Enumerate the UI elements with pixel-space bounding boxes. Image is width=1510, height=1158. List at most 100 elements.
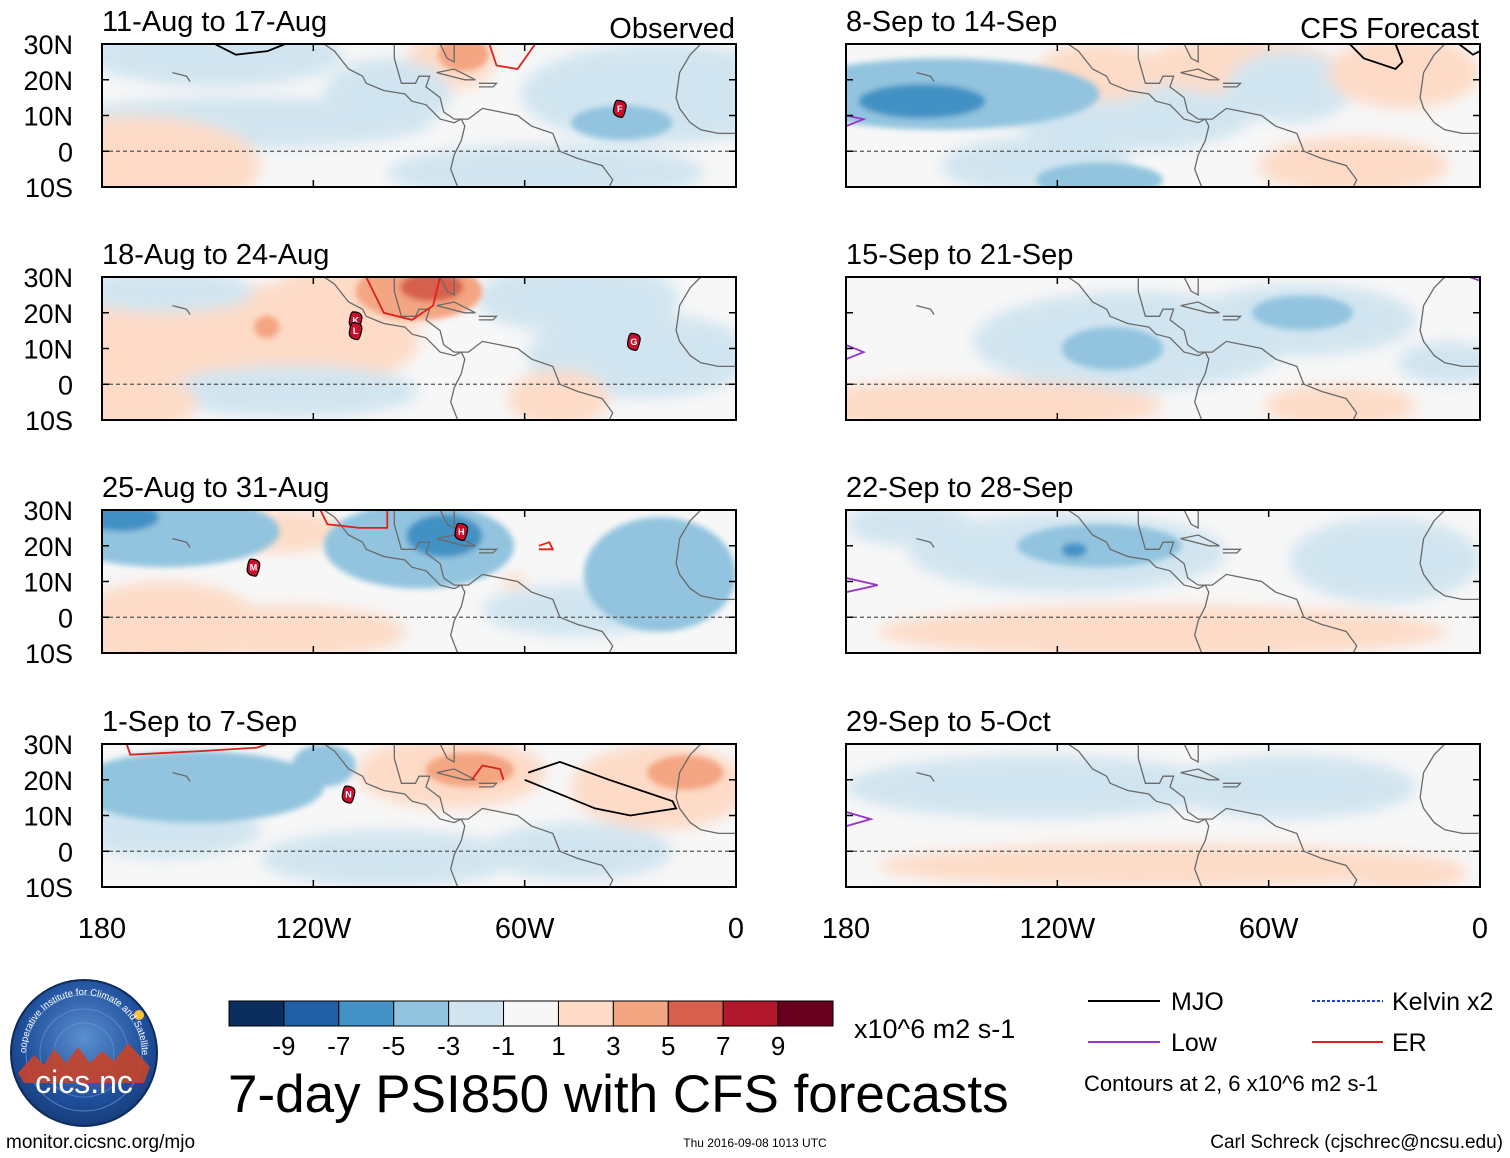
y-tick-label: 10N <box>23 802 73 832</box>
coastline <box>436 534 476 547</box>
anomaly-area <box>254 315 280 339</box>
coastline <box>916 71 935 82</box>
anomaly-area <box>1017 524 1183 568</box>
colorbar-tick-label: 9 <box>771 1031 785 1061</box>
storm-marker: G <box>626 332 641 351</box>
y-tick-label: 10S <box>25 639 73 669</box>
anomaly-area <box>647 755 724 790</box>
anomaly-area <box>178 605 407 653</box>
y-tick-label: 10S <box>25 406 73 436</box>
anomaly-area <box>102 510 160 532</box>
coastline <box>1137 744 1358 887</box>
coastline <box>675 44 736 135</box>
coastline <box>1180 301 1220 314</box>
coastline <box>393 277 614 420</box>
anomaly-area <box>858 84 986 119</box>
coastline <box>675 277 736 368</box>
wave-contour <box>846 577 878 594</box>
coastline <box>916 304 935 315</box>
anomaly-area <box>406 514 483 558</box>
wave-contour <box>846 344 866 361</box>
logo-text: cics.nc <box>35 1064 133 1100</box>
panel-title: 25-Aug to 31-Aug <box>102 472 329 504</box>
legend-label-kelvin: Kelvin x2 <box>1392 988 1493 1016</box>
panel-title: 18-Aug to 24-Aug <box>102 239 329 271</box>
anomaly-area <box>501 574 527 589</box>
coastline <box>393 510 614 653</box>
wave-contour <box>538 541 555 551</box>
anomaly-area <box>1163 755 1417 819</box>
coastline <box>436 301 476 314</box>
y-tick-label: 0 <box>58 137 73 167</box>
coastline <box>1180 68 1220 81</box>
anomaly-area <box>1289 517 1480 603</box>
coastline <box>436 68 476 81</box>
wave-contour <box>846 811 874 828</box>
storm-marker: M <box>246 558 261 577</box>
anomaly-area <box>165 365 419 418</box>
anomaly-area <box>260 829 515 887</box>
anomaly-area <box>399 277 464 302</box>
y-tick-label: 0 <box>58 370 73 400</box>
storm-icon <box>612 99 627 118</box>
y-tick-label: 20N <box>23 766 73 796</box>
colorbar-tick-label: -9 <box>272 1031 295 1061</box>
storm-icon <box>454 522 469 542</box>
coastline <box>393 744 614 887</box>
coastline <box>478 82 499 88</box>
colorbar-swatch <box>228 1000 285 1027</box>
anomaly-area <box>877 605 1449 653</box>
anomaly-area <box>1061 542 1087 558</box>
wave-contour <box>1349 44 1404 71</box>
cics-logo: Cooperative Institute for Climate and Sa… <box>10 979 158 1127</box>
anomaly-area <box>507 369 610 420</box>
coastline <box>1137 277 1358 420</box>
coastline <box>323 744 466 887</box>
y-tick-label: 20N <box>23 66 73 96</box>
y-tick-label: 30N <box>23 496 73 526</box>
coastline <box>1222 548 1243 554</box>
storm-icon <box>341 785 356 804</box>
y-tick-label: 30N <box>23 263 73 293</box>
colorbar-tick-label: 3 <box>606 1031 620 1061</box>
coastline <box>1419 744 1480 835</box>
coastline <box>323 510 466 653</box>
coastline <box>1183 44 1199 63</box>
colorbar-swatch <box>612 1000 669 1027</box>
coastline <box>1067 744 1210 887</box>
contour-legend: MJO Kelvin x2 Low ER Contours at 2, 6 x1… <box>1084 988 1493 1096</box>
wave-contour <box>319 510 389 529</box>
storm-letter: N <box>345 790 352 800</box>
anomaly-area <box>438 44 489 72</box>
panel-title: 1-Sep to 7-Sep <box>102 706 297 738</box>
anomaly-area <box>102 374 198 420</box>
coastline <box>439 44 455 63</box>
anomaly-area <box>1264 384 1417 420</box>
storm-letter: L <box>353 326 359 336</box>
storm-letter: F <box>617 104 623 114</box>
anomaly-area <box>1036 162 1163 187</box>
coastline <box>1067 44 1210 187</box>
coastline <box>1419 510 1480 601</box>
storm-letter: H <box>458 527 465 537</box>
colorbar-swatch <box>503 1000 559 1027</box>
colorbar-swatch <box>777 1000 834 1027</box>
wave-contour <box>524 760 678 817</box>
coastline <box>436 768 476 781</box>
panel-title: 11-Aug to 17-Aug <box>102 6 327 38</box>
coastline <box>439 277 455 296</box>
colorbar-units: x10^6 m2 s-1 <box>854 1014 1015 1044</box>
y-tick-label: 10N <box>23 102 73 132</box>
coastline <box>1222 315 1243 321</box>
y-tick-label: 10S <box>25 173 73 203</box>
coastline <box>172 71 191 82</box>
colorbar-tick-label: 7 <box>716 1031 730 1061</box>
panel-title: 15-Sep to 21-Sep <box>846 239 1073 271</box>
coastline <box>393 44 614 187</box>
coastline <box>1180 534 1220 547</box>
storm-marker: H <box>454 522 469 542</box>
legend-label-er: ER <box>1392 1029 1427 1057</box>
map-panel: F 11-Aug to 17-Aug Observed 30N 20N 10N 0 10S <box>23 6 737 203</box>
anomaly-area <box>292 744 356 787</box>
